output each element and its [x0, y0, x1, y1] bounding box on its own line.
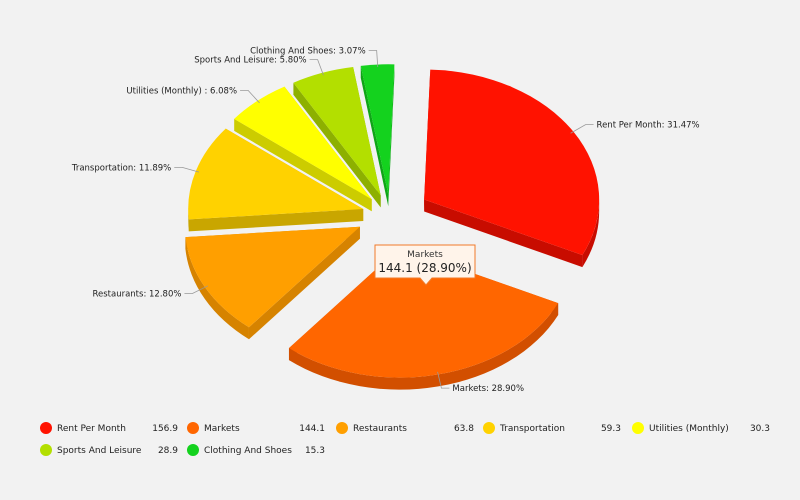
- legend-swatch: [187, 422, 199, 434]
- legend-value: 30.3: [750, 424, 770, 434]
- slice-top-clothing-and-shoes[interactable]: [360, 64, 395, 195]
- legend-label: Sports And Leisure: [57, 446, 142, 456]
- legend-item-sports-and-leisure[interactable]: Sports And Leisure 28.9: [40, 444, 178, 456]
- slice-label-sports-and-leisure: Sports And Leisure: 5.80%: [194, 56, 306, 66]
- label-leader-lines: [174, 50, 594, 389]
- legend-label: Rent Per Month: [57, 424, 126, 434]
- legend: Rent Per Month 156.9 Markets 144.1 Restauran…: [40, 422, 770, 456]
- leader-line-rent-per-month: [570, 124, 594, 134]
- leader-line-clothing-and-shoes: [368, 50, 379, 68]
- tooltip-box: [374, 244, 476, 286]
- legend-item-markets[interactable]: Markets 144.1: [187, 422, 325, 434]
- legend-label: Restaurants: [353, 424, 407, 434]
- legend-label: Transportation: [499, 424, 565, 434]
- leader-line-markets: [437, 371, 450, 389]
- slice-label-utilities-monthly: Utilities (Monthly) : 6.08%: [126, 86, 237, 96]
- legend-label: Markets: [204, 424, 240, 434]
- legend-item-clothing-and-shoes[interactable]: Clothing And Shoes 15.3: [187, 444, 325, 456]
- slice-rent-per-month[interactable]: [424, 69, 600, 268]
- legend-item-restaurants[interactable]: Restaurants 63.8: [336, 422, 474, 434]
- legend-value: 28.9: [158, 446, 178, 456]
- slice-label-restaurants: Restaurants: 12.80%: [92, 290, 181, 300]
- legend-item-rent-per-month[interactable]: Rent Per Month 156.9: [40, 422, 178, 434]
- slice-sports-and-leisure[interactable]: [293, 67, 381, 208]
- slice-side-markets: [288, 303, 559, 390]
- legend-label: Utilities (Monthly): [649, 424, 729, 434]
- legend-swatch: [483, 422, 495, 434]
- leader-line-sports-and-leisure: [309, 59, 324, 76]
- legend-swatch: [40, 444, 52, 456]
- slice-transportation[interactable]: [188, 128, 364, 232]
- legend-value: 63.8: [454, 424, 474, 434]
- slice-edge-sports-and-leisure: [293, 82, 381, 208]
- slice-top-transportation[interactable]: [188, 128, 364, 220]
- slice-edge-clothing-and-shoes: [388, 64, 395, 207]
- slice-top-rent-per-month[interactable]: [424, 69, 600, 256]
- legend-value: 59.3: [601, 424, 621, 434]
- slice-label-clothing-and-shoes: Clothing And Shoes: 3.07%: [250, 47, 366, 57]
- slice-restaurants[interactable]: [185, 226, 360, 340]
- slice-clothing-and-shoes[interactable]: [360, 64, 395, 207]
- slice-top-sports-and-leisure[interactable]: [293, 67, 381, 196]
- legend-label: Clothing And Shoes: [204, 446, 292, 456]
- slice-top-utilities-monthly[interactable]: [234, 86, 372, 200]
- slice-label-markets: Markets: 28.90%: [452, 384, 524, 394]
- pie-slices: [185, 64, 600, 390]
- slice-edge-restaurants: [248, 226, 360, 340]
- legend-item-utilities-monthly[interactable]: Utilities (Monthly) 30.3: [632, 422, 770, 434]
- slice-edge-clothing-and-shoes: [360, 65, 389, 207]
- tooltip-value: 144.1 (28.90%): [378, 261, 471, 275]
- legend-item-transportation[interactable]: Transportation 59.3: [483, 422, 621, 434]
- legend-value: 144.1: [299, 424, 325, 434]
- slice-side-rent-per-month: [582, 199, 600, 268]
- slice-top-markets[interactable]: [288, 247, 559, 378]
- slice-label-rent-per-month: Rent Per Month: 31.47%: [597, 121, 700, 131]
- leader-line-utilities-monthly: [240, 89, 260, 104]
- tooltip-title: Markets: [407, 250, 443, 260]
- slice-edge-transportation: [188, 208, 364, 232]
- leader-line-transportation: [174, 166, 200, 173]
- hover-tooltip: Markets 144.1 (28.90%): [374, 244, 476, 286]
- slice-label-transportation: Transportation: 11.89%: [71, 163, 171, 173]
- slice-edge-utilities-monthly: [234, 118, 372, 212]
- slice-edge-rent-per-month: [424, 199, 583, 268]
- legend-swatch: [187, 444, 199, 456]
- slice-side-transportation: [188, 208, 189, 232]
- slice-labels: Rent Per Month: 31.47% Markets: 28.90% Res…: [71, 47, 700, 395]
- slice-side-restaurants: [185, 237, 249, 340]
- legend-value: 156.9: [152, 424, 178, 434]
- legend-swatch: [336, 422, 348, 434]
- slice-utilities-monthly[interactable]: [234, 86, 372, 212]
- slice-top-restaurants[interactable]: [185, 226, 360, 328]
- legend-swatch: [632, 422, 644, 434]
- legend-value: 15.3: [305, 446, 325, 456]
- leader-line-restaurants: [184, 285, 209, 294]
- legend-swatch: [40, 422, 52, 434]
